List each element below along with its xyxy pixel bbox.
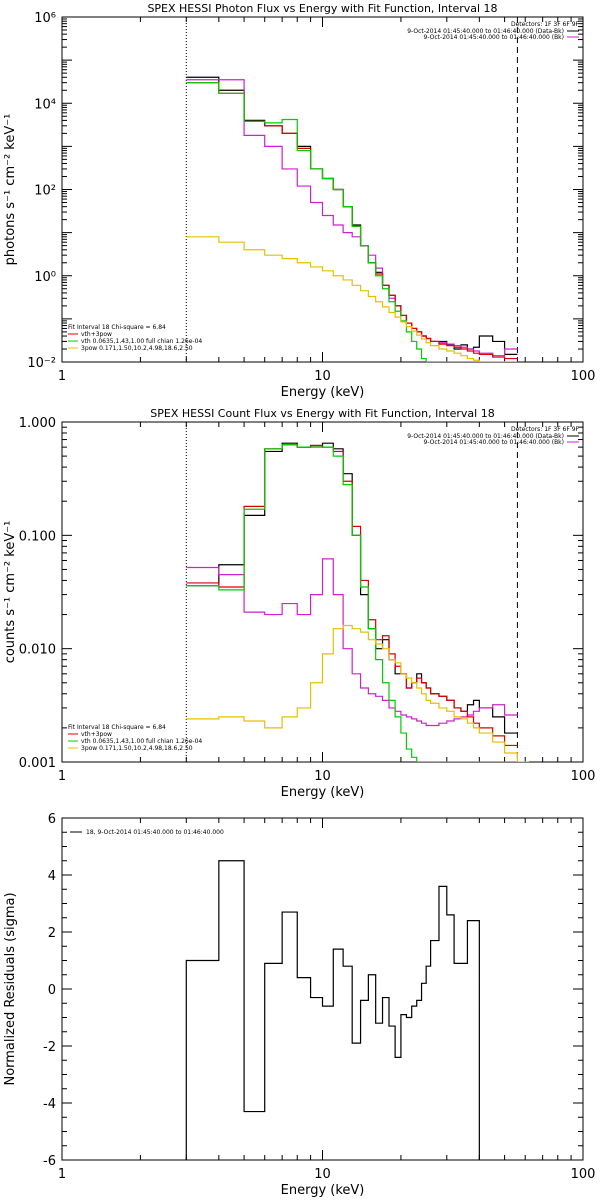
y-tick-label: 6 [48, 812, 56, 827]
plot-frame [61, 817, 584, 1161]
chart-2: SPEX HESSI Count Flux vs Energy with Fit… [3, 407, 595, 800]
legend-entry: vth 0.0635,1.43,1.00 full chian 1.26e-04 [81, 338, 202, 345]
x-tick-label: 10 [314, 769, 331, 784]
legend-bottom: Fit Interval 18 Chi-square = 6.84vth+3po… [68, 324, 202, 352]
legend-entry: 3pow 0.171,1.50,10.2,4.98,18.6,2.50 [81, 745, 193, 752]
series-vth [186, 444, 518, 762]
y-tick-label: 0.001 [19, 756, 56, 771]
legend-entry: vth+3pow [81, 331, 112, 338]
y-axis-label: photons s⁻¹ cm⁻² keV⁻¹ [3, 114, 18, 266]
legend-fit-header: Fit Interval 18 Chi-square = 6.84 [68, 724, 166, 731]
series-3pow [186, 236, 518, 362]
x-axis-label: Energy (keV) [281, 385, 365, 400]
y-tick-label: 0 [48, 983, 56, 998]
chart-title: SPEX HESSI Count Flux vs Energy with Fit… [150, 407, 494, 420]
x-tick-label: 10 [314, 369, 331, 384]
y-tick-label: -4 [43, 1097, 56, 1112]
legend-entry: 9-Oct-2014 01:45:40.000 to 01:46:40.000 … [424, 439, 565, 446]
x-tick-label: 100 [571, 769, 596, 784]
x-axis: 1 10 100 Energy (keV) [58, 422, 596, 800]
x-tick-label: 100 [571, 369, 596, 384]
x-tick-label: 10 [314, 1167, 331, 1182]
y-tick-label: -2 [43, 1040, 56, 1055]
legend-entry: 3pow 0.171,1.50,10.2,4.98,18.6,2.50 [81, 345, 193, 352]
series-group [185, 860, 480, 1160]
y-tick-label: 4 [48, 869, 56, 884]
x-axis-label: Energy (keV) [281, 785, 365, 800]
legend-detectors: Detectors: 1F 3F 6F 9F [511, 426, 580, 433]
y-axis-label: Normalized Residuals (sigma) [3, 892, 18, 1085]
series-vth-3pow [186, 82, 518, 360]
legend-entry: vth 0.0635,1.43,1.00 full chian 1.26e-04 [81, 738, 202, 745]
y-tick-label: 0.100 [19, 529, 56, 544]
legend-top: Detectors: 1F 3F 6F 9F9-Oct-2014 01:45:4… [407, 426, 579, 446]
series-group [186, 442, 529, 762]
legend-entry: 9-Oct-2014 01:45:40.000 to 01:46:40.000 … [424, 34, 565, 41]
x-tick-label: 1 [58, 369, 66, 384]
y-tick-label: 10⁻² [27, 356, 56, 371]
chart-title: SPEX HESSI Photon Flux vs Energy with Fi… [147, 2, 497, 15]
series-3pow [186, 624, 529, 762]
legend-top: 18, 9-Oct-2014 01:45:40.000 to 01:46:40.… [70, 829, 224, 836]
series-18 [185, 860, 480, 1160]
series-bk [186, 558, 518, 727]
legend-entry: vth+3pow [81, 731, 112, 738]
legend-entry: 9-Oct-2014 01:45:40.000 to 01:46:40.000 … [407, 28, 564, 35]
y-tick-label: -6 [43, 1154, 56, 1169]
x-tick-label: 1 [58, 769, 66, 784]
legend-entry: 9-Oct-2014 01:45:40.000 to 01:46:40.000 … [407, 433, 564, 440]
y-tick-label: 2 [48, 926, 56, 941]
chart-3: 1 10 100 Energy (keV) -6 -4 -2 0 2 4 6 Normalized R… [3, 812, 595, 1198]
y-tick-label: 10⁴ [34, 97, 56, 112]
y-axis: -6 -4 -2 0 2 4 6 Normalized Residuals (sigma) [3, 812, 583, 1169]
series-group [186, 76, 518, 362]
y-axis: 0.001 0.010 0.100 1.000 counts s⁻¹ cm⁻² keV⁻… [3, 416, 583, 771]
x-axis: 1 10 100 Energy (keV) [58, 818, 596, 1198]
x-tick-label: 1 [58, 1167, 66, 1182]
y-axis: 10⁻² 10⁰ 10² 10⁴ 10⁶ photons s⁻¹ cm⁻² keV⁻¹ [3, 11, 583, 371]
chart-1: SPEX HESSI Photon Flux vs Energy with Fi… [3, 2, 595, 400]
y-tick-label: 10² [34, 184, 56, 199]
legend-top: Detectors: 1F 3F 6F 9F9-Oct-2014 01:45:4… [407, 21, 579, 41]
legend-fit-header: Fit Interval 18 Chi-square = 6.84 [68, 324, 166, 331]
y-tick-label: 0.010 [19, 643, 56, 658]
legend-entry: 18, 9-Oct-2014 01:45:40.000 to 01:46:40.… [86, 829, 224, 836]
x-axis-label: Energy (keV) [281, 1183, 365, 1198]
plot-frame [61, 16, 584, 363]
x-tick-label: 100 [571, 1167, 596, 1182]
legend-bottom: Fit Interval 18 Chi-square = 6.84vth+3po… [68, 724, 202, 752]
y-tick-label: 1.000 [19, 416, 56, 431]
series-vth [186, 82, 518, 362]
legend-detectors: Detectors: 1F 3F 6F 9F [511, 21, 580, 28]
y-tick-label: 10⁰ [34, 270, 56, 285]
x-axis: 1 10 100 Energy (keV) [58, 17, 596, 400]
y-tick-label: 10⁶ [34, 11, 56, 26]
y-axis-label: counts s⁻¹ cm⁻² keV⁻¹ [3, 521, 18, 664]
